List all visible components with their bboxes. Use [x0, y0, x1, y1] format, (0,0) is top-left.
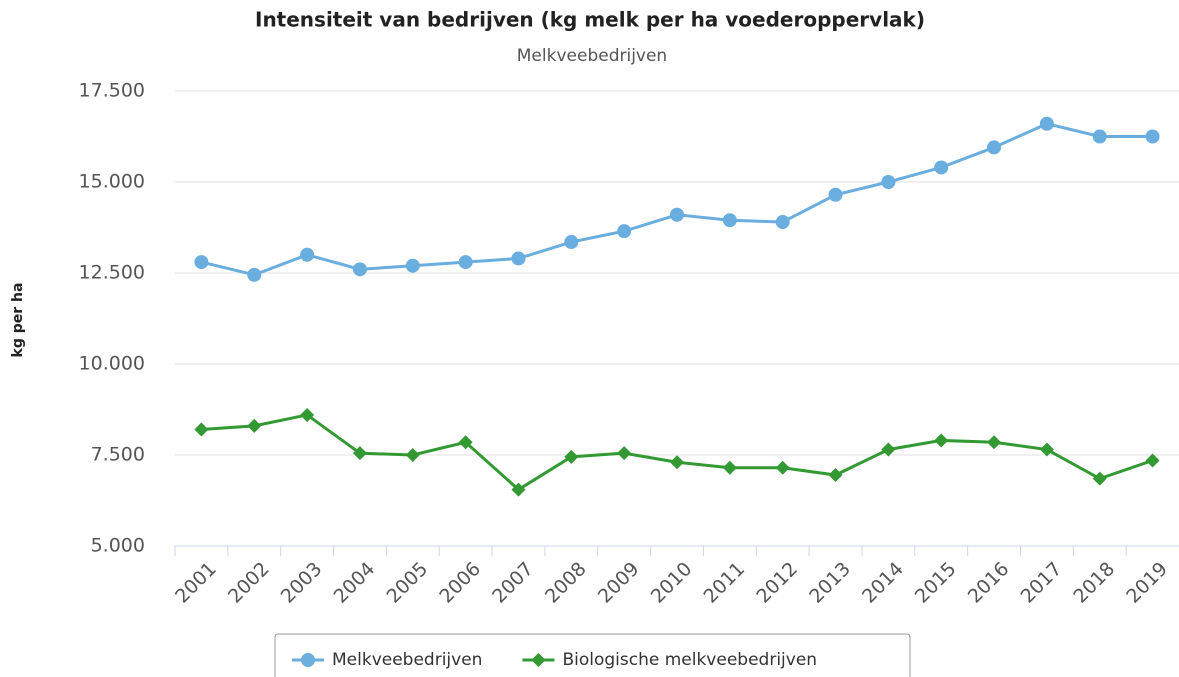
marker	[564, 235, 579, 250]
marker	[458, 255, 473, 270]
x-tick-label: 2011	[700, 558, 750, 608]
marker	[934, 433, 949, 448]
marker	[881, 442, 896, 457]
marker	[987, 140, 1002, 155]
marker	[1092, 129, 1107, 144]
legend-label: Biologische melkveebedrijven	[562, 650, 817, 670]
marker	[564, 449, 579, 464]
marker	[617, 224, 632, 239]
marker	[670, 455, 684, 470]
x-tick-label: 2004	[330, 558, 380, 608]
x-tick-label: 2019	[1122, 558, 1172, 608]
x-tick-label: 2009	[594, 558, 644, 608]
marker	[531, 653, 546, 667]
marker	[352, 262, 367, 277]
marker	[828, 187, 843, 202]
y-tick-label: 10.000	[79, 353, 145, 375]
marker	[987, 435, 1002, 450]
marker	[1092, 471, 1107, 486]
y-tick-label: 15.000	[79, 171, 145, 193]
marker	[1039, 442, 1054, 457]
x-tick-label: 2015	[911, 558, 961, 608]
x-tick-label: 2008	[541, 558, 591, 608]
marker	[301, 653, 315, 667]
y-tick-label: 17.500	[79, 80, 145, 102]
x-tick-label: 2005	[382, 558, 432, 608]
marker	[300, 407, 315, 422]
chart-title: Intensiteit van bedrijven (kg melk per h…	[255, 8, 925, 32]
y-tick-label: 5.000	[91, 535, 145, 557]
x-tick-label: 2018	[1069, 558, 1119, 608]
x-tick-label: 2006	[435, 558, 485, 608]
x-tick-label: 2007	[488, 558, 538, 608]
marker	[458, 435, 473, 450]
marker	[1039, 116, 1054, 131]
marker	[247, 267, 262, 282]
marker	[405, 448, 420, 462]
marker	[881, 175, 896, 189]
x-tick-label: 2013	[805, 558, 855, 608]
x-tick-label: 2012	[752, 558, 802, 608]
x-tick-label: 2010	[647, 558, 697, 608]
legend-label: Melkveebedrijven	[332, 650, 482, 670]
marker	[1145, 453, 1160, 468]
marker	[352, 446, 367, 461]
marker	[775, 215, 790, 230]
marker	[194, 255, 209, 270]
marker	[511, 251, 526, 266]
chart-subtitle: Melkveebedrijven	[517, 46, 667, 66]
marker	[670, 207, 684, 222]
marker	[617, 446, 632, 461]
marker	[194, 422, 209, 437]
x-tick-label: 2002	[224, 558, 274, 608]
series-line	[201, 413, 1154, 492]
marker	[722, 460, 737, 475]
x-tick-label: 2014	[858, 558, 908, 608]
legend-box	[274, 633, 911, 677]
marker	[934, 160, 949, 175]
marker	[247, 418, 262, 433]
marker	[405, 258, 420, 273]
series-line	[201, 122, 1153, 277]
x-tick-label: 2001	[171, 558, 221, 608]
x-tick-label: 2017	[1017, 558, 1067, 608]
marker	[300, 247, 315, 262]
marker	[1145, 129, 1160, 144]
marker	[722, 213, 737, 228]
marker	[828, 468, 843, 483]
x-tick-label: 2003	[277, 558, 327, 608]
y-tick-label: 7.500	[91, 444, 145, 466]
marker	[775, 460, 790, 475]
y-tick-label: 12.500	[79, 262, 145, 284]
x-tick-label: 2016	[964, 558, 1014, 608]
y-axis-title: kg per ha	[10, 283, 26, 358]
marker	[511, 482, 526, 497]
